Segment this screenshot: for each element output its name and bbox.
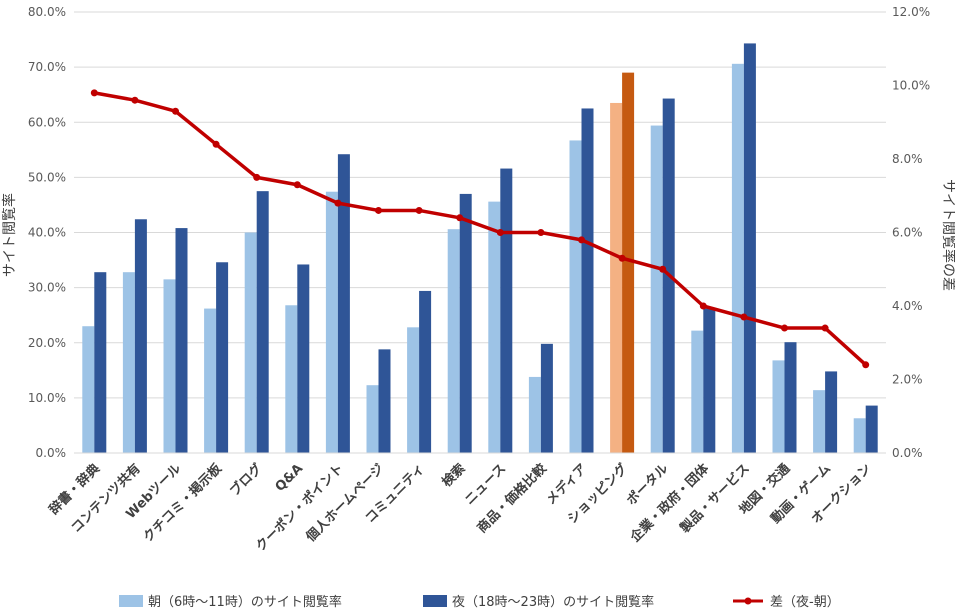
legend-swatch-night bbox=[423, 595, 447, 607]
bar-morning bbox=[731, 63, 744, 453]
bar-night bbox=[378, 349, 391, 453]
bar-night bbox=[297, 264, 310, 453]
difference-point bbox=[375, 206, 382, 214]
left-axis-tick-label: 80.0% bbox=[28, 5, 66, 19]
bar-night bbox=[134, 219, 147, 453]
right-axis-tick-label: 4.0% bbox=[892, 299, 923, 313]
bar-morning bbox=[650, 125, 663, 454]
bar-morning bbox=[122, 272, 135, 453]
difference-point bbox=[172, 107, 179, 115]
bar-morning bbox=[569, 140, 582, 453]
difference-point bbox=[456, 214, 464, 222]
bar-series bbox=[82, 43, 878, 454]
left-axis-tick-label: 30.0% bbox=[28, 281, 66, 295]
bar-morning bbox=[366, 385, 379, 453]
difference-point bbox=[293, 181, 301, 189]
bar-morning bbox=[163, 279, 176, 453]
difference-point bbox=[781, 324, 788, 332]
bar-night bbox=[256, 191, 269, 453]
left-axis-ticks: 0.0% 10.0% 20.0% 30.0% 40.0% 50.0% 60.0% 70.0% 8… bbox=[28, 5, 66, 460]
right-axis-tick-label: 8.0% bbox=[892, 152, 923, 166]
difference-point bbox=[578, 236, 585, 244]
difference-point bbox=[537, 229, 545, 236]
legend-label-night: 夜（18時～23時）のサイト閲覧率 bbox=[452, 594, 654, 610]
bar-morning bbox=[447, 229, 460, 453]
right-axis-tick-label: 2.0% bbox=[892, 373, 923, 387]
left-axis-tick-label: 50.0% bbox=[28, 170, 66, 184]
legend-swatch-morning bbox=[119, 595, 143, 607]
bar-morning bbox=[610, 102, 623, 454]
bar-morning bbox=[488, 201, 501, 453]
difference-line-series bbox=[90, 89, 870, 369]
bar-night bbox=[419, 290, 432, 453]
bar-morning bbox=[285, 305, 298, 453]
bar-morning bbox=[325, 191, 338, 453]
legend-label-morning: 朝（6時～11時）のサイト閲覧率 bbox=[148, 594, 342, 610]
bar-night bbox=[622, 72, 635, 453]
difference-point bbox=[334, 199, 342, 207]
difference-point bbox=[618, 254, 626, 262]
difference-line bbox=[93, 91, 867, 367]
bar-night bbox=[459, 193, 472, 453]
bar-night bbox=[743, 43, 756, 453]
bar-morning bbox=[772, 360, 785, 453]
category-label: コンテンツ共有 bbox=[68, 461, 144, 537]
difference-point bbox=[740, 313, 748, 321]
bar-night bbox=[94, 272, 107, 453]
legend-marker-difference bbox=[744, 597, 752, 605]
difference-point bbox=[862, 361, 870, 369]
bar-night bbox=[784, 342, 797, 453]
bar-morning bbox=[691, 330, 704, 453]
right-axis-tick-label: 12.0% bbox=[892, 5, 930, 19]
bar-night bbox=[865, 405, 878, 453]
category-label: ブログ bbox=[227, 461, 266, 500]
bar-night bbox=[581, 108, 594, 453]
bar-night bbox=[703, 308, 716, 453]
bar-morning bbox=[407, 327, 420, 453]
right-axis-ticks: 0.0% 2.0% 4.0% 6.0% 8.0% 10.0% 12.0% bbox=[892, 5, 930, 460]
bar-morning bbox=[204, 308, 217, 453]
left-axis-tick-label: 20.0% bbox=[28, 336, 66, 350]
gridlines bbox=[74, 11, 886, 454]
right-axis-tick-label: 6.0% bbox=[892, 226, 923, 240]
legend-label-difference: 差（夜-朝） bbox=[770, 595, 840, 610]
difference-point bbox=[699, 302, 707, 310]
left-axis-tick-label: 60.0% bbox=[28, 115, 66, 129]
legend: 朝（6時～11時）のサイト閲覧率 夜（18時～23時）のサイト閲覧率 差（夜-朝… bbox=[119, 594, 840, 610]
bar-morning bbox=[82, 326, 95, 453]
left-axis-tick-label: 0.0% bbox=[36, 446, 67, 460]
difference-point bbox=[415, 206, 423, 214]
right-axis-tick-label: 0.0% bbox=[892, 446, 923, 460]
category-label: Q&A bbox=[273, 461, 307, 495]
bar-night bbox=[337, 154, 350, 453]
bar-night bbox=[500, 168, 513, 453]
bar-morning bbox=[813, 390, 826, 453]
difference-point bbox=[253, 173, 261, 181]
right-axis-title: サイト閲覧率の差 bbox=[940, 179, 955, 291]
bar-night bbox=[540, 343, 553, 453]
difference-point bbox=[90, 89, 98, 97]
left-axis-tick-label: 10.0% bbox=[28, 391, 66, 405]
left-axis-tick-label: 40.0% bbox=[28, 226, 66, 240]
difference-point bbox=[212, 140, 220, 148]
bar-night bbox=[825, 371, 838, 453]
right-axis-tick-label: 10.0% bbox=[892, 79, 930, 93]
category-label: 商品・価格比較 bbox=[474, 460, 550, 536]
difference-point bbox=[659, 265, 667, 273]
category-label: 製品・サービス bbox=[676, 461, 752, 537]
bar-night bbox=[216, 262, 229, 453]
difference-point bbox=[131, 96, 139, 104]
bar-morning bbox=[244, 232, 257, 453]
difference-point bbox=[496, 229, 504, 236]
bar-morning bbox=[853, 418, 866, 453]
left-axis-title: サイト閲覧率 bbox=[1, 193, 18, 277]
bar-morning bbox=[528, 376, 541, 453]
category-label: 検索 bbox=[439, 461, 469, 491]
bar-night bbox=[175, 228, 188, 453]
difference-point bbox=[821, 324, 829, 332]
left-axis-tick-label: 70.0% bbox=[28, 60, 66, 74]
